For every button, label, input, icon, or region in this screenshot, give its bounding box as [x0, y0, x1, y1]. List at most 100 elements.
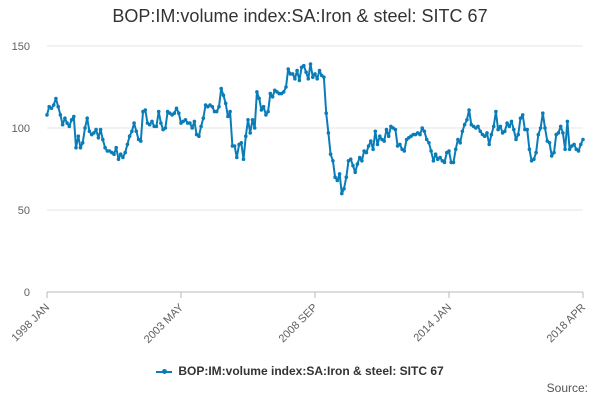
data-point[interactable]: [487, 142, 492, 147]
data-point[interactable]: [514, 137, 518, 142]
data-point[interactable]: [371, 147, 375, 152]
data-point[interactable]: [458, 141, 463, 145]
data-point[interactable]: [541, 111, 545, 115]
data-point[interactable]: [49, 106, 54, 111]
data-point[interactable]: [503, 129, 507, 134]
data-point[interactable]: [491, 124, 496, 129]
data-point[interactable]: [465, 118, 469, 122]
data-point[interactable]: [159, 121, 163, 125]
data-point[interactable]: [143, 108, 148, 112]
data-point[interactable]: [467, 108, 471, 112]
data-point[interactable]: [302, 63, 306, 68]
data-point[interactable]: [520, 113, 525, 117]
data-point[interactable]: [512, 127, 516, 132]
data-point[interactable]: [565, 119, 570, 124]
data-point[interactable]: [378, 134, 382, 138]
data-point[interactable]: [69, 118, 74, 122]
data-point[interactable]: [261, 104, 266, 109]
data-point[interactable]: [344, 175, 349, 179]
data-point[interactable]: [532, 157, 536, 161]
data-point[interactable]: [322, 75, 326, 79]
data-point[interactable]: [556, 131, 561, 135]
data-point[interactable]: [154, 124, 159, 129]
data-point[interactable]: [438, 155, 442, 160]
data-point[interactable]: [348, 157, 353, 161]
data-point[interactable]: [45, 113, 49, 117]
data-point[interactable]: [286, 67, 291, 71]
data-point[interactable]: [85, 116, 89, 120]
data-point[interactable]: [67, 124, 72, 129]
data-point[interactable]: [223, 101, 228, 106]
data-point[interactable]: [563, 147, 567, 152]
data-point[interactable]: [96, 136, 101, 140]
data-point[interactable]: [326, 131, 331, 135]
data-point[interactable]: [101, 137, 105, 142]
data-point[interactable]: [246, 118, 250, 122]
data-point[interactable]: [199, 124, 203, 129]
data-point[interactable]: [369, 139, 373, 143]
data-point[interactable]: [427, 141, 431, 145]
data-point[interactable]: [581, 137, 585, 142]
data-point[interactable]: [228, 109, 232, 114]
data-point[interactable]: [76, 134, 81, 138]
data-point[interactable]: [266, 109, 270, 114]
data-point[interactable]: [418, 132, 422, 137]
data-point[interactable]: [311, 75, 315, 79]
data-point[interactable]: [518, 116, 523, 120]
data-point[interactable]: [248, 131, 252, 135]
data-point[interactable]: [87, 129, 92, 134]
data-point[interactable]: [121, 155, 125, 160]
data-point[interactable]: [476, 124, 480, 129]
data-point[interactable]: [118, 152, 123, 156]
data-point[interactable]: [60, 122, 65, 127]
data-point[interactable]: [295, 68, 299, 73]
data-point[interactable]: [123, 150, 127, 155]
data-point[interactable]: [83, 126, 87, 130]
data-point[interactable]: [250, 118, 255, 122]
data-point[interactable]: [304, 70, 308, 74]
data-point[interactable]: [94, 127, 98, 132]
data-point[interactable]: [103, 145, 107, 150]
data-point[interactable]: [525, 127, 529, 132]
data-point[interactable]: [134, 129, 139, 134]
data-point[interactable]: [431, 159, 436, 163]
data-point[interactable]: [51, 103, 56, 107]
data-point[interactable]: [393, 127, 398, 132]
data-point[interactable]: [98, 127, 103, 132]
data-point[interactable]: [505, 121, 509, 125]
data-point[interactable]: [429, 149, 433, 153]
data-point[interactable]: [424, 137, 429, 142]
data-point[interactable]: [453, 147, 458, 152]
data-point[interactable]: [509, 119, 514, 124]
data-point[interactable]: [422, 129, 427, 134]
data-point[interactable]: [241, 157, 246, 161]
data-point[interactable]: [576, 149, 581, 153]
data-point[interactable]: [257, 96, 262, 101]
data-point[interactable]: [80, 141, 85, 145]
data-point[interactable]: [382, 139, 387, 143]
data-point[interactable]: [485, 131, 489, 135]
data-point[interactable]: [190, 126, 194, 130]
data-point[interactable]: [219, 86, 223, 91]
data-point[interactable]: [478, 129, 483, 134]
data-point[interactable]: [549, 154, 554, 158]
data-point[interactable]: [315, 77, 320, 81]
data-point[interactable]: [516, 132, 520, 137]
data-point[interactable]: [264, 113, 268, 117]
data-point[interactable]: [373, 129, 378, 134]
data-point[interactable]: [259, 108, 264, 112]
data-point[interactable]: [364, 150, 369, 155]
data-point[interactable]: [252, 126, 257, 130]
data-point[interactable]: [572, 142, 576, 147]
data-point[interactable]: [130, 129, 134, 134]
data-point[interactable]: [558, 124, 563, 129]
data-point[interactable]: [147, 122, 152, 127]
data-point[interactable]: [337, 172, 342, 176]
data-point[interactable]: [342, 186, 346, 191]
data-point[interactable]: [534, 150, 538, 155]
data-point[interactable]: [125, 142, 130, 147]
data-point[interactable]: [384, 127, 389, 132]
data-point[interactable]: [496, 127, 500, 132]
data-point[interactable]: [317, 68, 322, 73]
data-point[interactable]: [386, 134, 391, 138]
